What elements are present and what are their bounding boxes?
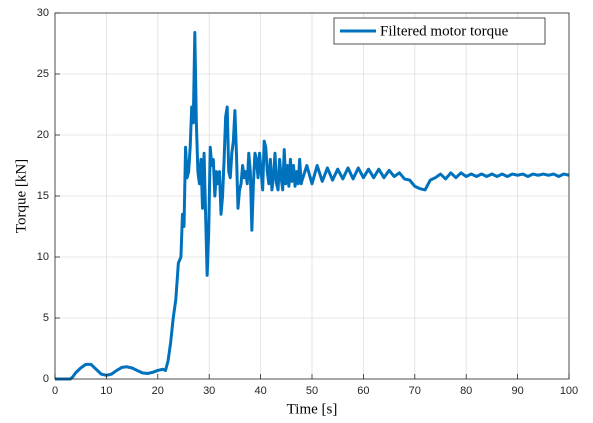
y-tick-label: 0 — [43, 373, 49, 385]
x-tick-label: 40 — [254, 385, 266, 397]
x-tick-label: 70 — [409, 385, 421, 397]
x-tick-label: 0 — [52, 385, 58, 397]
x-tick-label: 20 — [152, 385, 164, 397]
x-tick-label: 100 — [560, 385, 578, 397]
data-line — [55, 31, 570, 381]
legend: Filtered motor torque — [333, 17, 546, 45]
x-tick-label: 50 — [306, 385, 318, 397]
x-axis-label: Time [s] — [287, 401, 338, 417]
y-tick-label: 10 — [37, 251, 49, 263]
y-tick-label: 15 — [37, 190, 49, 202]
x-tick-label: 30 — [203, 385, 215, 397]
y-axis-label: Torque [kN] — [13, 159, 29, 233]
y-tick-label: 20 — [37, 129, 49, 141]
x-tick-label: 80 — [460, 385, 472, 397]
x-tick-label: 60 — [357, 385, 369, 397]
y-tick-label: 30 — [37, 7, 49, 19]
legend-label: Filtered motor torque — [380, 23, 509, 39]
x-tick-label: 90 — [511, 385, 523, 397]
x-tick-label: 10 — [100, 385, 112, 397]
y-tick-label: 5 — [43, 312, 49, 324]
plot-area — [55, 31, 570, 381]
y-tick-label: 25 — [37, 68, 49, 80]
